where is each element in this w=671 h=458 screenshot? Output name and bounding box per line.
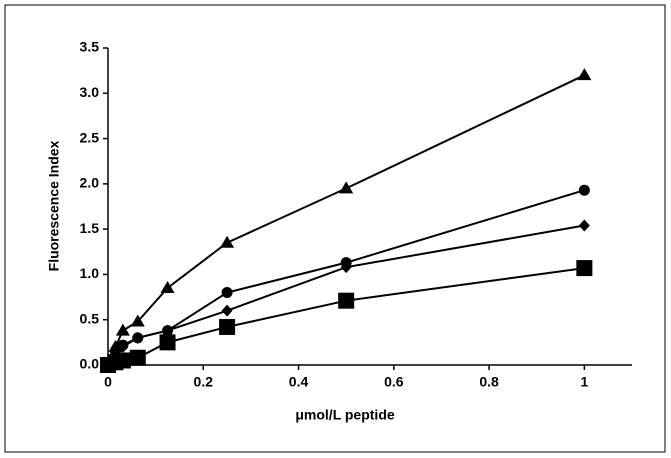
- marker: [221, 304, 233, 317]
- y-tick-label: 3.0: [80, 84, 100, 100]
- x-tick-label: 0: [104, 374, 112, 390]
- marker: [577, 68, 592, 81]
- marker: [220, 235, 235, 248]
- x-axis-label: μmol/L peptide: [295, 407, 395, 423]
- x-tick-label: 0.8: [479, 374, 499, 390]
- x-tick-label: 0.2: [194, 374, 214, 390]
- marker: [162, 324, 174, 337]
- chart-frame: [4, 4, 666, 453]
- marker: [339, 181, 354, 194]
- y-tick-label: 2.0: [80, 175, 100, 191]
- marker: [159, 334, 176, 351]
- marker: [219, 318, 236, 335]
- marker: [160, 281, 175, 294]
- marker: [130, 314, 145, 327]
- marker: [115, 323, 130, 336]
- marker: [114, 352, 131, 369]
- marker: [340, 261, 352, 274]
- x-tick-label: 1: [580, 374, 588, 390]
- y-tick-label: 2.5: [80, 129, 100, 145]
- marker: [578, 184, 590, 196]
- y-tick-label: 0.0: [80, 356, 100, 372]
- y-tick-label: 3.5: [80, 39, 100, 55]
- y-axis-label: Fluorescence Index: [46, 140, 62, 271]
- marker: [576, 260, 593, 277]
- y-tick-label: 1.5: [80, 220, 100, 236]
- marker: [132, 331, 144, 344]
- marker: [338, 292, 355, 309]
- x-tick-label: 0.4: [289, 374, 309, 390]
- marker: [117, 340, 129, 353]
- marker: [578, 219, 590, 232]
- y-tick-label: 0.5: [80, 310, 100, 326]
- x-tick-label: 0.6: [384, 374, 404, 390]
- marker: [221, 287, 233, 299]
- y-tick-label: 1.0: [80, 265, 100, 281]
- marker: [129, 349, 146, 366]
